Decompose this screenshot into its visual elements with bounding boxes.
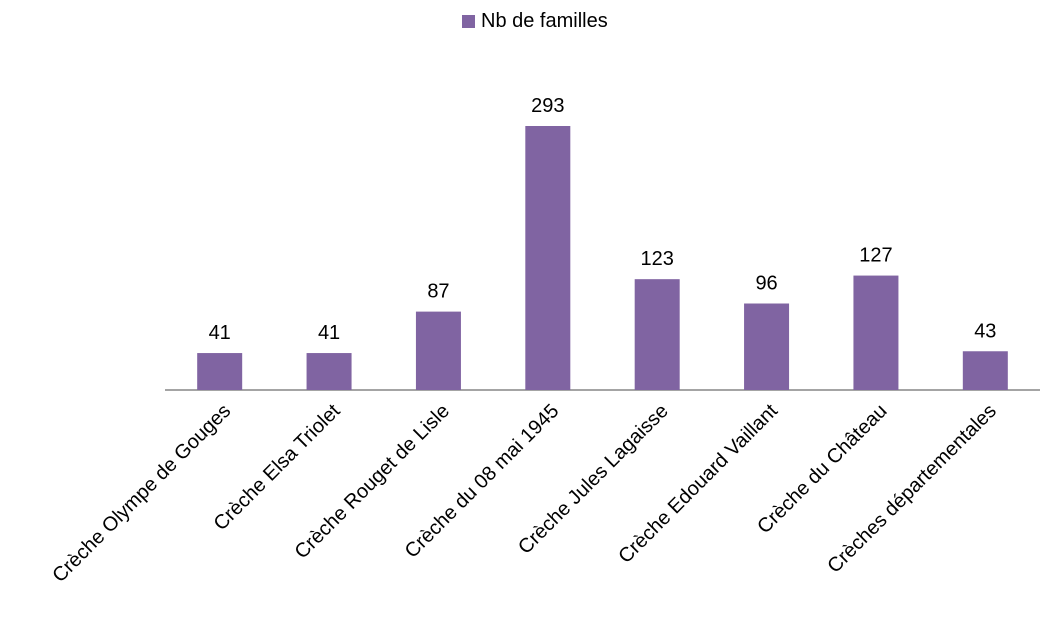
legend-label: Nb de familles	[481, 10, 608, 32]
legend: Nb de familles	[462, 10, 608, 33]
data-label: 41	[209, 322, 231, 344]
x-tick-label: Crèche Olympe de Gouges	[48, 400, 235, 587]
data-label: 127	[859, 245, 892, 267]
data-label: 293	[531, 95, 564, 117]
bar	[744, 303, 790, 390]
bar	[853, 275, 899, 390]
data-label: 87	[427, 281, 449, 303]
data-label: 123	[641, 248, 674, 270]
legend-swatch	[462, 15, 475, 28]
bar	[525, 126, 571, 390]
data-label: 43	[974, 320, 996, 342]
data-label: 96	[755, 273, 777, 295]
data-label: 41	[318, 322, 340, 344]
bar	[634, 279, 680, 390]
bar	[197, 353, 243, 390]
bar	[306, 353, 352, 390]
bar	[415, 311, 461, 390]
bar	[962, 351, 1008, 390]
